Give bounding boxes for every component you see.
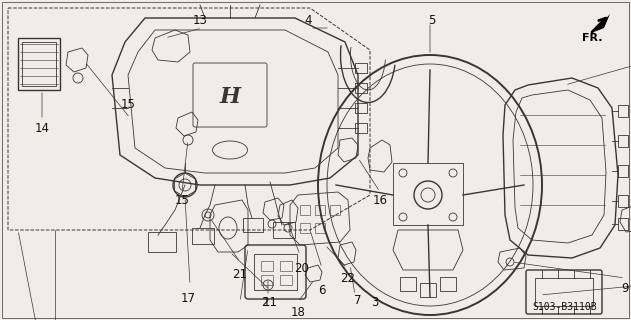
- Bar: [618, 218, 628, 230]
- Polygon shape: [594, 14, 610, 32]
- Text: 18: 18: [290, 306, 305, 318]
- Bar: [18, 38, 60, 90]
- Bar: [420, 283, 436, 297]
- Text: 20: 20: [295, 261, 309, 275]
- Bar: [280, 261, 292, 271]
- Bar: [315, 223, 325, 233]
- Bar: [355, 63, 367, 73]
- Bar: [280, 275, 292, 285]
- Text: 6: 6: [318, 284, 326, 297]
- Bar: [254, 254, 297, 290]
- Bar: [330, 205, 340, 215]
- Text: 16: 16: [372, 194, 387, 206]
- Bar: [315, 205, 325, 215]
- Bar: [261, 261, 273, 271]
- Text: 11: 11: [262, 295, 278, 308]
- Bar: [618, 105, 628, 117]
- Text: 17: 17: [180, 292, 196, 305]
- Bar: [192, 228, 214, 244]
- Text: 3: 3: [371, 295, 379, 308]
- Text: 22: 22: [341, 271, 355, 284]
- Bar: [400, 277, 416, 291]
- Text: FR.: FR.: [582, 33, 603, 43]
- Text: 5: 5: [428, 13, 435, 27]
- Bar: [618, 165, 628, 177]
- Bar: [355, 83, 367, 93]
- Text: H: H: [220, 86, 240, 108]
- Text: 15: 15: [175, 194, 189, 206]
- Bar: [22, 42, 56, 86]
- Text: 4: 4: [304, 13, 312, 27]
- Text: 9: 9: [622, 282, 628, 294]
- Bar: [273, 222, 295, 238]
- Bar: [148, 232, 176, 252]
- Text: 13: 13: [192, 13, 208, 27]
- Bar: [261, 275, 273, 285]
- Bar: [618, 195, 628, 207]
- Bar: [535, 278, 593, 306]
- Text: 21: 21: [232, 268, 247, 282]
- Bar: [618, 135, 628, 147]
- Text: 7: 7: [354, 293, 362, 307]
- Bar: [300, 223, 310, 233]
- Text: 14: 14: [35, 122, 49, 134]
- Bar: [440, 277, 456, 291]
- Bar: [300, 205, 310, 215]
- Text: S103-B3110B: S103-B3110B: [533, 302, 598, 312]
- Bar: [393, 163, 463, 225]
- Bar: [355, 103, 367, 113]
- Text: 2: 2: [261, 295, 269, 308]
- Bar: [243, 218, 263, 232]
- Bar: [355, 123, 367, 133]
- Text: 15: 15: [121, 99, 136, 111]
